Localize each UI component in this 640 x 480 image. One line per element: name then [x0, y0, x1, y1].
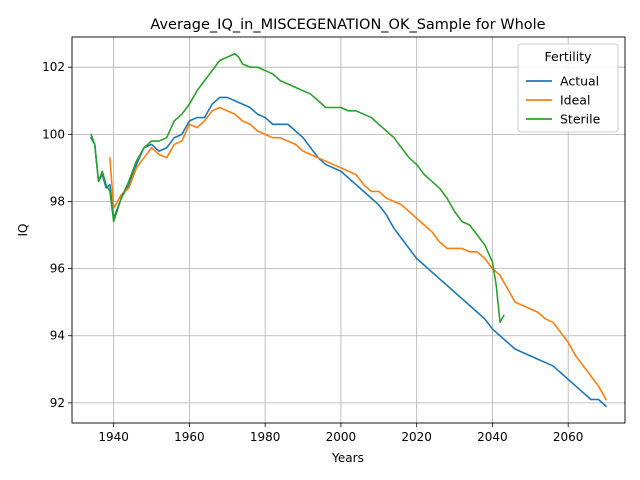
- legend-title: Fertility: [545, 49, 593, 64]
- y-tick-label: 96: [50, 262, 65, 276]
- y-axis-label: IQ: [16, 224, 30, 237]
- legend: Fertility Actual Ideal Sterile: [518, 44, 618, 132]
- x-tick-label: 1960: [174, 430, 205, 444]
- y-tick-label: 100: [42, 127, 65, 141]
- y-tick-label: 92: [50, 396, 65, 410]
- y-tick-label: 102: [42, 60, 65, 74]
- x-tick-label: 1940: [98, 430, 129, 444]
- legend-label-sterile: Sterile: [560, 112, 601, 127]
- y-tick-label: 98: [50, 194, 65, 208]
- x-tick-label: 2060: [553, 430, 584, 444]
- legend-entries: Actual Ideal Sterile: [526, 74, 601, 127]
- x-tick-label: 2040: [477, 430, 508, 444]
- x-tick-label: 2020: [401, 430, 432, 444]
- legend-label-ideal: Ideal: [560, 93, 590, 108]
- x-tick-label: 1980: [250, 430, 281, 444]
- y-tick-label: 94: [50, 329, 65, 343]
- legend-label-actual: Actual: [560, 74, 599, 89]
- x-tick-label: 2000: [326, 430, 357, 444]
- chart-title: Average_IQ_in_MISCEGENATION_OK_Sample fo…: [150, 17, 545, 33]
- x-axis-label: Years: [331, 451, 364, 465]
